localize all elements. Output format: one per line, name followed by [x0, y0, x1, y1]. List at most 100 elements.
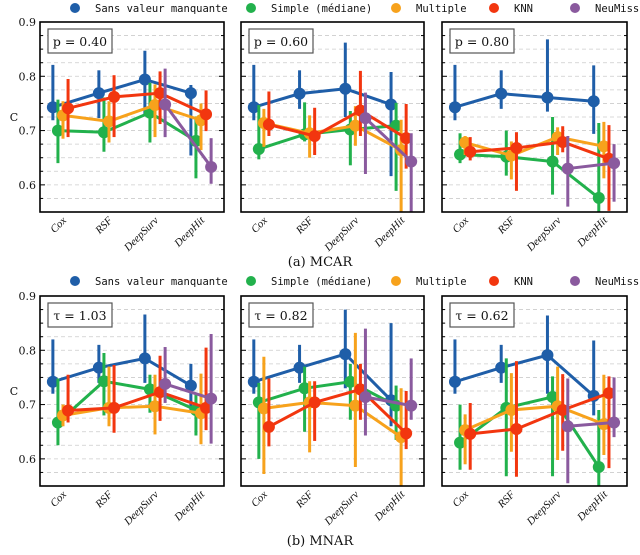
data-point: [608, 416, 621, 429]
series-line: [56, 379, 197, 424]
legend-marker-icon: [70, 3, 80, 13]
legend-item: Simple (médiane): [246, 3, 372, 15]
data-point: [205, 392, 218, 405]
series-line: [258, 380, 397, 407]
series-group: [247, 42, 418, 212]
data-point: [592, 461, 605, 473]
y-tick-label: 0.7: [19, 399, 37, 412]
panel-label-frame: [47, 302, 113, 328]
legend-marker-icon: [489, 276, 499, 286]
x-tick-label: DeepHit: [372, 214, 408, 250]
series-line: [470, 391, 610, 436]
legend-label: Sans valeur manquante: [95, 276, 228, 288]
series-line: [52, 77, 192, 109]
legend-marker-icon: [246, 3, 256, 13]
panel-frame: [441, 295, 628, 487]
legend-marker-icon: [70, 276, 80, 286]
data-point: [405, 399, 418, 412]
panel-frame: [441, 21, 628, 213]
series-line: [62, 103, 202, 123]
data-point: [359, 390, 372, 403]
panel-frame: [39, 295, 225, 487]
panel-label: p = 0.60: [254, 34, 308, 49]
x-tick-label: Cox: [450, 215, 471, 236]
x-tick-label: DeepSurv: [322, 215, 362, 255]
legend-marker-icon: [570, 3, 580, 13]
panel: τ = 0.62 Cox RSF DeepSurv DeepHit: [441, 295, 628, 529]
legend-marker-icon: [391, 276, 401, 286]
x-tick-label: DeepHit: [574, 488, 610, 524]
data-point: [138, 352, 151, 365]
panel-frame: [240, 295, 425, 487]
x-tick-label: DeepSurv: [322, 489, 362, 529]
data-point: [561, 420, 574, 433]
x-tick-label: Cox: [249, 215, 270, 236]
legend-label: Sans valeur manquante: [95, 3, 228, 15]
series-line: [464, 404, 605, 432]
panel-frame: [39, 21, 225, 213]
data-point: [293, 87, 306, 100]
x-tick-label: DeepSurv: [524, 489, 564, 529]
x-tick-label: DeepSurv: [121, 215, 161, 255]
legend-item: Multiple: [391, 276, 467, 288]
panel-label-box: p = 0.60: [248, 28, 314, 54]
series-line: [454, 92, 594, 109]
panel-label: τ = 0.62: [455, 308, 508, 323]
panel-label-box: τ = 0.82: [248, 302, 314, 328]
x-tick-label: DeepHit: [372, 488, 408, 524]
data-point: [247, 375, 260, 388]
legend-label: Multiple: [416, 276, 467, 288]
panel: p = 0.80 Cox RSF DeepSurv DeepHit: [441, 21, 628, 254]
legend-label: Simple (médiane): [271, 3, 372, 15]
y-tick-label: 0.6: [19, 453, 37, 466]
legend-item: Sans valeur manquante: [70, 3, 228, 15]
x-tick-label: Cox: [249, 489, 270, 510]
x-tick-label: RSF: [93, 214, 116, 237]
x-tick-label: RSF: [293, 214, 316, 237]
series-line: [567, 420, 615, 428]
panel: 0.6 0.7 0.8 0.9 Cτ = 1.03 Cox RSF DeepSurv DeepH…: [10, 290, 225, 528]
x-tick-label: RSF: [293, 488, 316, 511]
series-group: [448, 315, 621, 486]
series-line: [365, 395, 412, 408]
y-tick-label: 0.8: [19, 70, 37, 83]
data-point: [159, 98, 172, 111]
series-line: [164, 382, 212, 401]
panel: 0.6 0.7 0.8 0.9 Cp = 0.40 Cox RSF DeepSurv DeepH…: [10, 16, 225, 255]
legend-item: NeuMiss: [570, 276, 639, 288]
series-line: [67, 91, 207, 116]
panel-label-box: p = 0.40: [47, 28, 113, 54]
x-tick-label: DeepHit: [574, 214, 610, 250]
data-point: [448, 375, 461, 388]
legend-item: Multiple: [391, 3, 467, 15]
y-tick-label: 0.7: [19, 125, 37, 138]
data-point: [262, 420, 275, 433]
panel-label: p = 0.80: [455, 34, 509, 49]
panel: τ = 0.82 Cox RSF DeepSurv DeepHit: [240, 295, 425, 529]
data-point: [587, 95, 600, 108]
series-line: [459, 395, 601, 468]
panel-label: τ = 1.03: [53, 308, 106, 323]
y-tick-label: 0.9: [19, 290, 37, 303]
data-point: [200, 108, 213, 121]
series-line: [62, 404, 202, 417]
series-line: [57, 110, 197, 143]
x-tick-label: RSF: [495, 488, 518, 511]
series-line: [567, 161, 615, 171]
panel-frame: [240, 21, 425, 213]
data-point: [510, 423, 523, 435]
y-tick-label: 0.6: [19, 179, 37, 192]
data-point: [359, 112, 372, 125]
series-group: [247, 309, 418, 486]
legend-marker-icon: [246, 276, 256, 286]
series-line: [263, 400, 402, 439]
data-point: [308, 396, 321, 409]
legend-item: Sans valeur manquante: [70, 276, 228, 288]
x-tick-label: Cox: [48, 215, 69, 236]
y-tick-label: 0.9: [19, 16, 37, 29]
series-line: [52, 356, 192, 387]
panel-label-frame: [248, 28, 314, 54]
legend-label: Simple (médiane): [271, 276, 372, 288]
series-line: [364, 116, 413, 163]
